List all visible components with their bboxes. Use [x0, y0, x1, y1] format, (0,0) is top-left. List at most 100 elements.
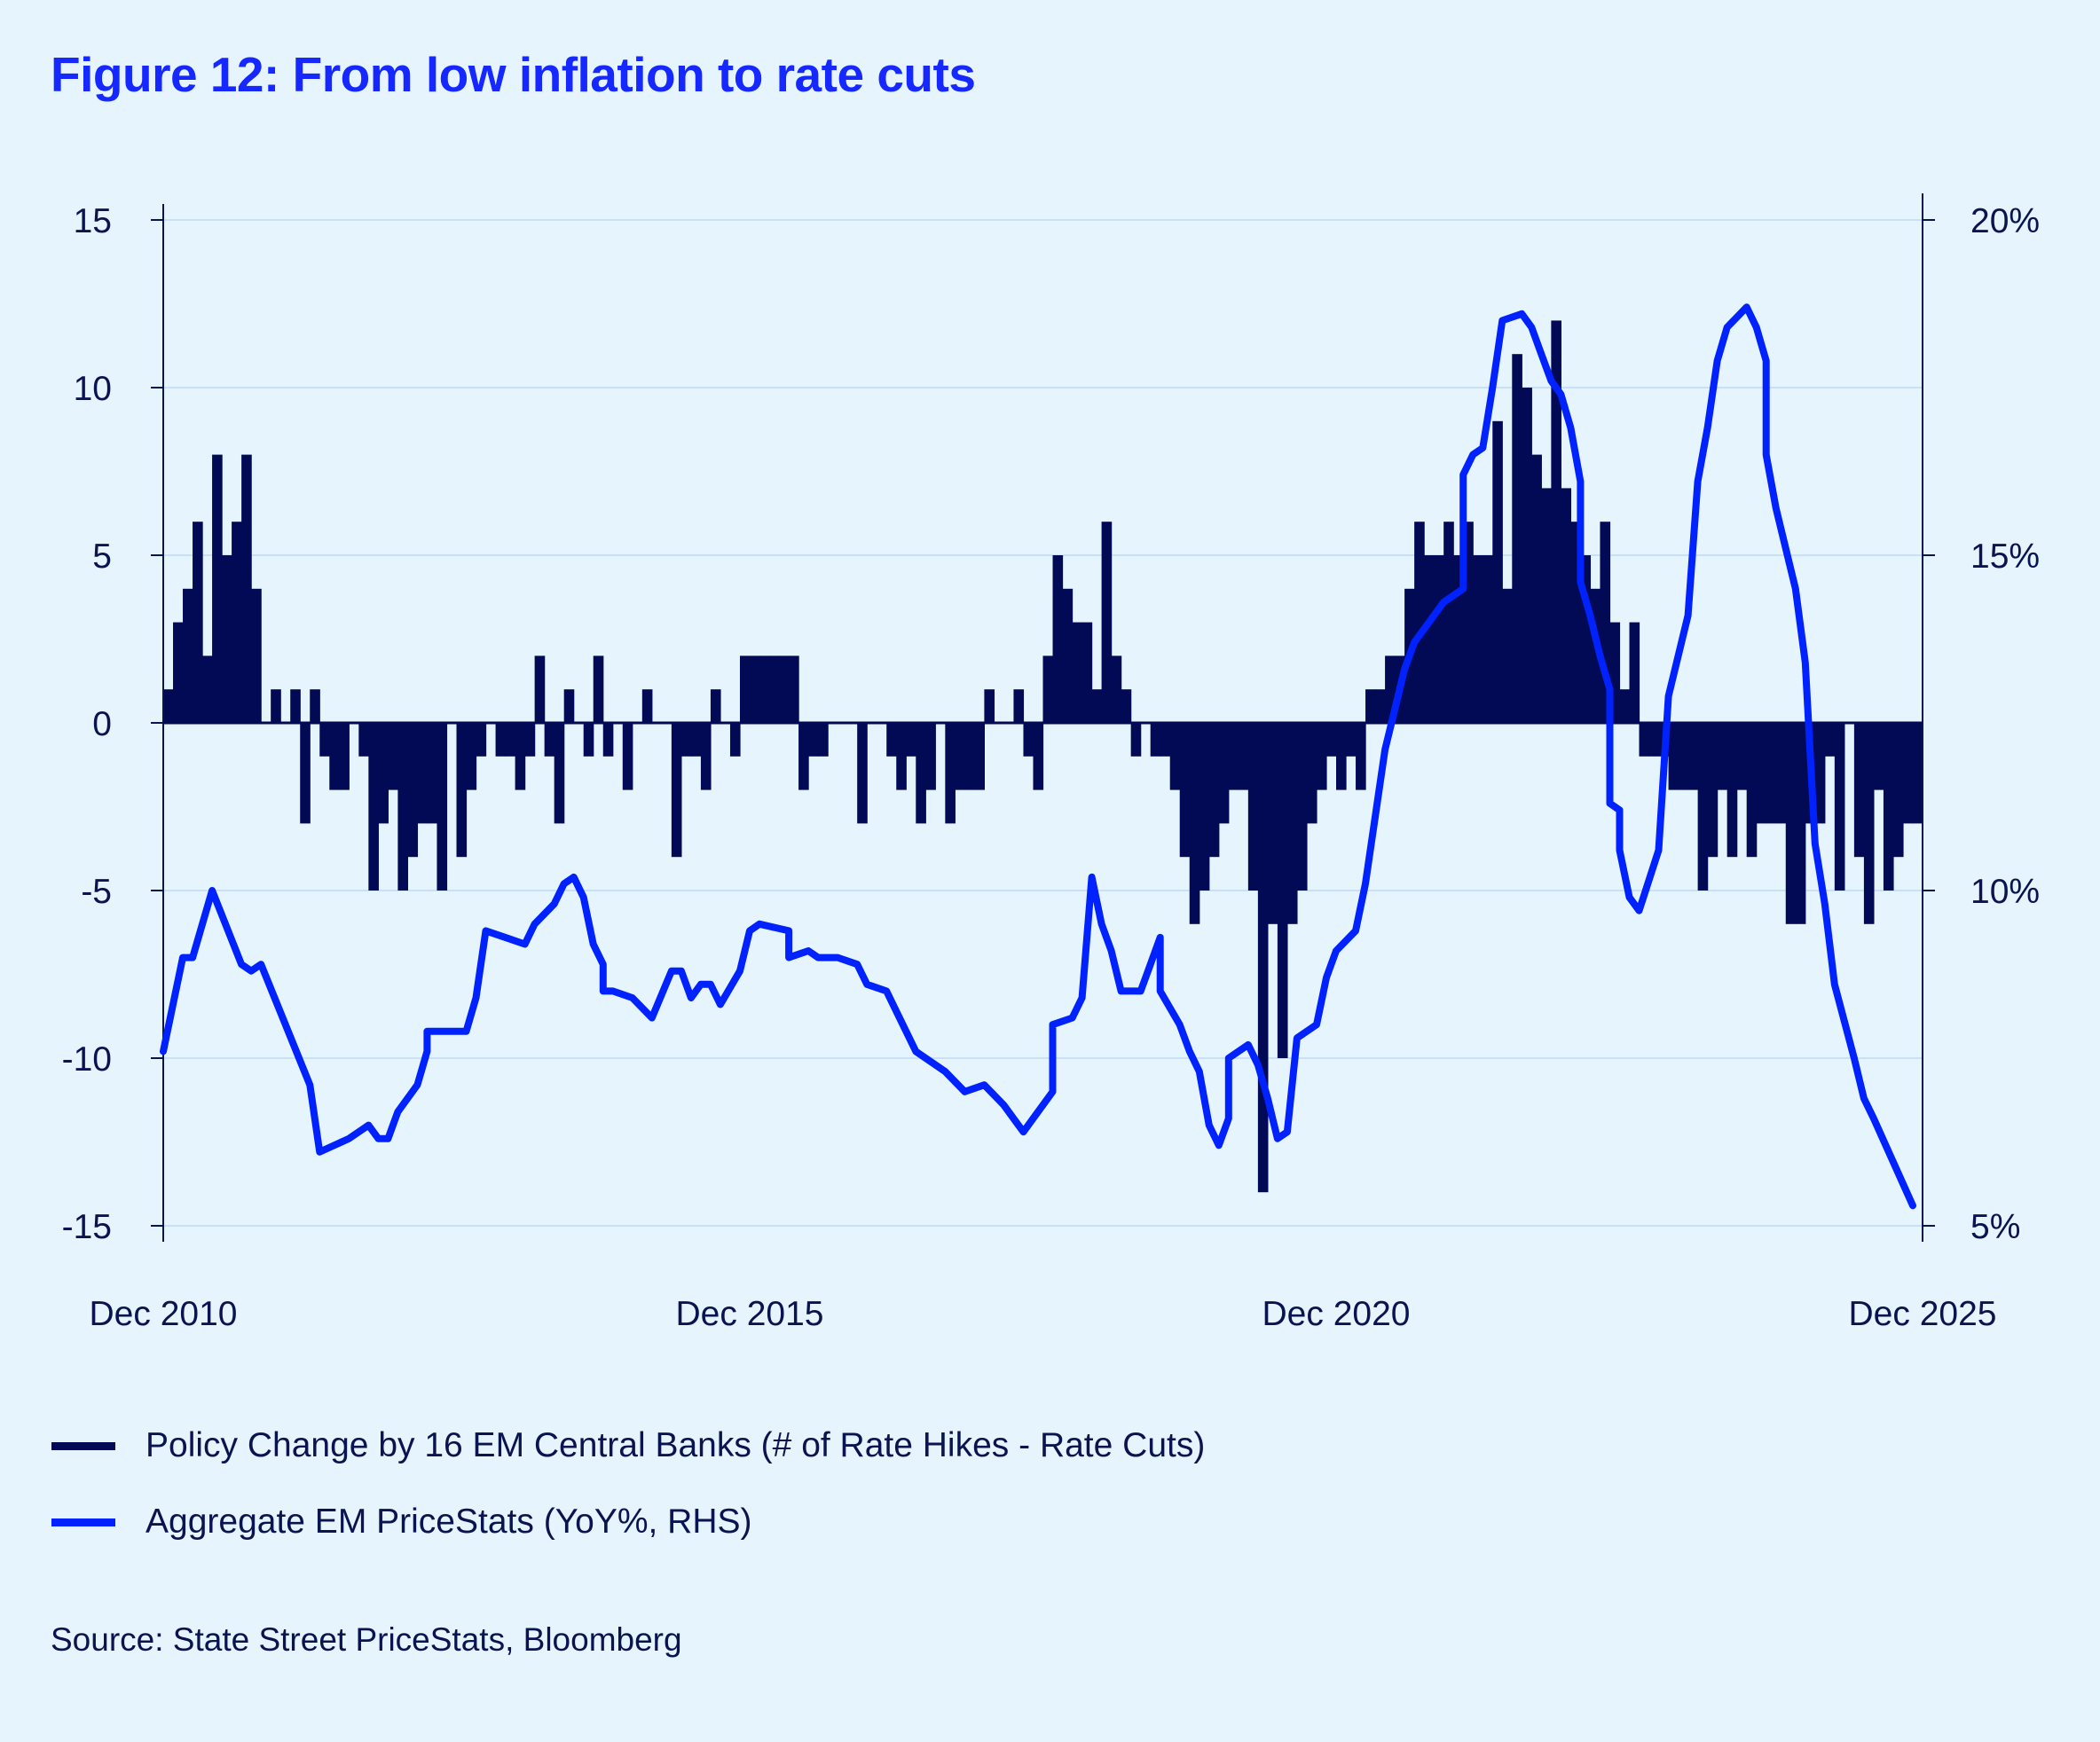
- bar: [456, 723, 468, 858]
- x-tick-label: Dec 2010: [90, 1295, 238, 1333]
- bar: [1775, 723, 1787, 824]
- bar: [173, 622, 184, 723]
- bar: [1736, 723, 1748, 790]
- bar: [1013, 689, 1025, 723]
- bar: [1101, 522, 1113, 723]
- bar: [1766, 723, 1777, 824]
- bar: [241, 454, 252, 723]
- chart-title: Figure 12: From low inflation to rate cu…: [51, 47, 976, 102]
- bar: [534, 655, 546, 723]
- bar: [700, 723, 712, 790]
- bar: [1756, 723, 1767, 824]
- axes: [151, 193, 1935, 1242]
- y-left-tick-label: 0: [92, 705, 112, 743]
- bar: [671, 723, 682, 858]
- bar: [1179, 723, 1191, 858]
- bar: [1726, 723, 1738, 858]
- bar: [329, 723, 340, 790]
- bar: [310, 689, 320, 723]
- bar: [1414, 522, 1425, 723]
- bar: [1169, 723, 1181, 790]
- y-left-tick-label: -5: [81, 873, 112, 911]
- y-left-tick-label: -15: [62, 1208, 112, 1246]
- gridlines: [163, 219, 1923, 1227]
- bar: [1091, 689, 1103, 723]
- bar: [1629, 622, 1640, 723]
- bar: [466, 723, 477, 790]
- bar: [886, 723, 897, 757]
- bar: [750, 655, 760, 723]
- bar: [1385, 655, 1396, 723]
- tick-labels: 15 10 5 0 -5 -10 -15 20% 15% 10% 5% Dec 2010 Dec 201…: [62, 202, 2040, 1333]
- bar: [906, 723, 916, 757]
- bar: [1590, 588, 1601, 723]
- bar: [1052, 555, 1064, 723]
- bar: [378, 723, 389, 824]
- bar: [476, 723, 487, 757]
- bar: [290, 689, 301, 723]
- bar: [1561, 488, 1571, 723]
- bar: [1522, 388, 1532, 723]
- bar: [622, 723, 633, 790]
- bar: [1512, 354, 1522, 723]
- bar: [1033, 723, 1044, 790]
- bar: [857, 723, 868, 824]
- bar: [1795, 723, 1806, 924]
- line-series: [160, 303, 1916, 1210]
- bar: [1834, 723, 1845, 891]
- bar: [1717, 723, 1728, 790]
- bar: [1023, 723, 1034, 757]
- bar: [974, 723, 985, 790]
- bar: [563, 689, 575, 723]
- bar: [1346, 723, 1357, 757]
- bar: [1902, 723, 1914, 824]
- bar: [955, 723, 965, 790]
- bar: [1199, 723, 1210, 891]
- bar: [1892, 723, 1904, 858]
- source-note: Source: State Street PriceStats, Bloombe…: [51, 1621, 682, 1658]
- bar: [407, 723, 419, 858]
- bar: [339, 723, 350, 790]
- bar: [1424, 555, 1435, 723]
- bar: [1306, 723, 1317, 824]
- bar: [818, 723, 829, 757]
- bar: [1531, 454, 1542, 723]
- bar: [1042, 655, 1054, 723]
- bar: [1746, 723, 1758, 858]
- bar: [593, 655, 604, 723]
- bar: [1218, 723, 1230, 824]
- y-right-tick-label: 10%: [1970, 873, 2040, 911]
- bar: [271, 689, 281, 723]
- bar: [1580, 555, 1592, 723]
- bar: [1081, 622, 1093, 723]
- bar: [417, 723, 429, 824]
- bar: [554, 723, 565, 824]
- bar: [1687, 723, 1699, 790]
- bar: [495, 723, 507, 757]
- bar: [759, 655, 770, 723]
- bar: [641, 689, 653, 723]
- bar: [769, 655, 780, 723]
- bar: [925, 723, 936, 790]
- bar: [1668, 723, 1679, 790]
- bar: [1336, 723, 1347, 790]
- bar: [1639, 723, 1650, 757]
- bar: [1375, 689, 1386, 723]
- bar: [515, 723, 526, 790]
- bar: [1541, 488, 1552, 723]
- bar: [1325, 723, 1337, 757]
- bar: [1443, 522, 1454, 723]
- bar: [1853, 723, 1865, 858]
- bar: [1356, 723, 1366, 790]
- bar: [222, 555, 232, 723]
- bar: [1365, 689, 1376, 723]
- bar: [1296, 723, 1308, 891]
- bar: [397, 723, 409, 891]
- bar: [1824, 723, 1836, 757]
- bar: [896, 723, 907, 790]
- bar: [1502, 588, 1513, 723]
- bar: [690, 723, 702, 757]
- bar: [602, 723, 614, 757]
- bar: [251, 588, 262, 723]
- bar: [1570, 522, 1582, 723]
